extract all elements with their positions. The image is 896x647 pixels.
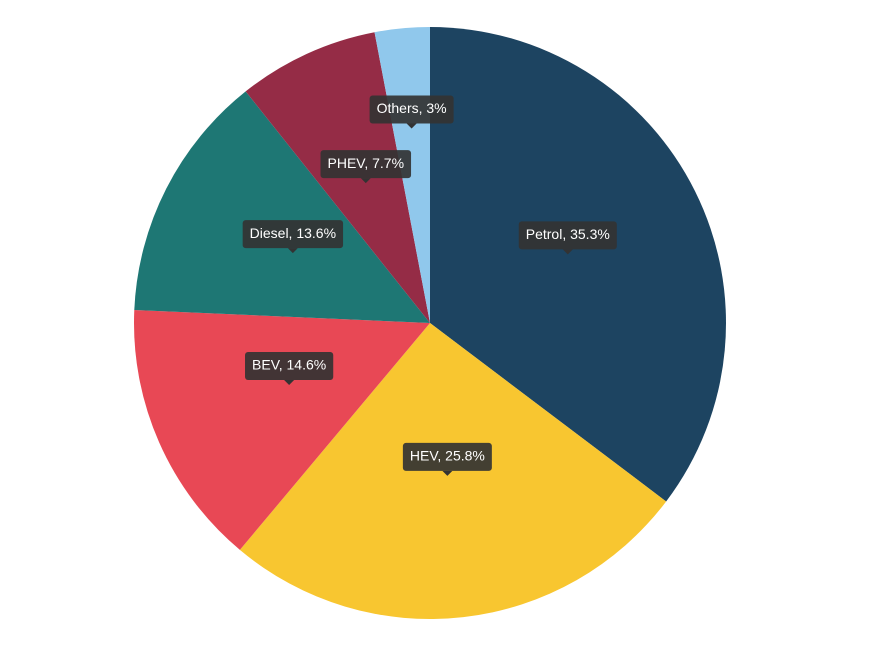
pie-slice [134, 91, 430, 323]
data-label-box [320, 150, 412, 179]
data-label: HEV, 25.8% [402, 442, 492, 476]
data-label-pointer [287, 248, 298, 254]
data-label: BEV, 14.6% [245, 352, 334, 386]
data-label-pointer [442, 470, 453, 476]
data-label: Others, 3% [369, 95, 454, 129]
data-label-box [402, 442, 492, 471]
data-label-box [518, 221, 617, 250]
data-label-pointer [562, 249, 573, 255]
data-label-pointer [284, 380, 295, 386]
data-label-pointer [360, 178, 371, 184]
data-label-text: PHEV, 7.7% [328, 155, 405, 171]
pie-slice [134, 309, 430, 550]
data-label-box [369, 95, 454, 124]
pie-slice [239, 323, 667, 619]
data-label-text: Others, 3% [377, 100, 447, 116]
data-label-box [242, 220, 344, 249]
data-label-box [245, 352, 334, 381]
data-label: PHEV, 7.7% [320, 150, 412, 184]
data-label: Diesel, 13.6% [242, 220, 344, 254]
data-label-text: BEV, 14.6% [252, 357, 326, 373]
data-label-text: HEV, 25.8% [410, 448, 485, 464]
data-label-text: Petrol, 35.3% [526, 226, 610, 242]
data-label-text: Diesel, 13.6% [250, 225, 336, 241]
data-label: Petrol, 35.3% [518, 221, 617, 255]
pie-slice [430, 27, 726, 502]
data-label-pointer [406, 123, 417, 129]
